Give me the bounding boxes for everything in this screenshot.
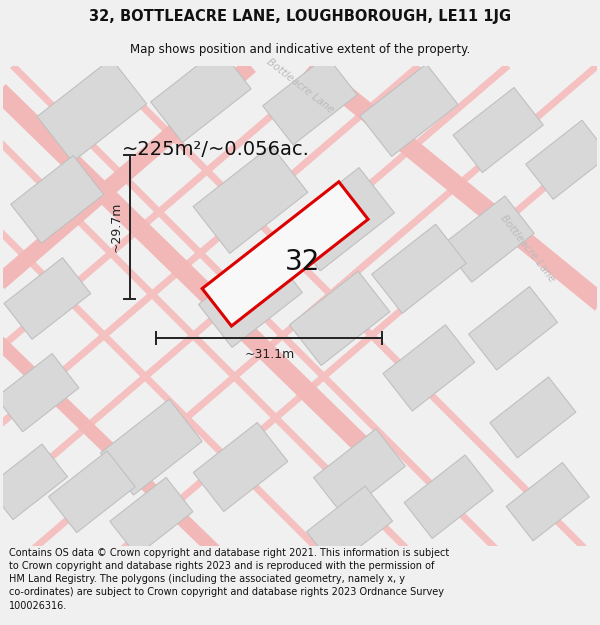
Text: 32: 32 [285, 248, 320, 276]
Polygon shape [37, 59, 146, 162]
Polygon shape [442, 196, 534, 282]
Polygon shape [101, 399, 202, 495]
Polygon shape [506, 462, 589, 541]
Text: Map shows position and indicative extent of the property.: Map shows position and indicative extent… [130, 42, 470, 56]
Polygon shape [199, 249, 302, 348]
Text: Bottleacre Lane: Bottleacre Lane [265, 56, 335, 114]
Polygon shape [151, 48, 251, 142]
Polygon shape [263, 56, 357, 145]
Polygon shape [202, 182, 368, 326]
Polygon shape [360, 64, 458, 156]
Polygon shape [110, 478, 193, 556]
Text: ~225m²/~0.056ac.: ~225m²/~0.056ac. [122, 141, 310, 159]
Polygon shape [307, 486, 392, 567]
Text: Bottleacre Lane: Bottleacre Lane [499, 214, 557, 284]
Polygon shape [453, 88, 543, 172]
Polygon shape [193, 422, 288, 511]
Polygon shape [289, 271, 390, 366]
Polygon shape [371, 224, 466, 313]
Polygon shape [11, 156, 104, 243]
Polygon shape [404, 455, 493, 539]
Polygon shape [469, 286, 557, 370]
Text: ~31.1m: ~31.1m [244, 348, 295, 361]
Polygon shape [526, 120, 600, 199]
Text: ~29.7m: ~29.7m [109, 201, 122, 252]
Polygon shape [285, 168, 394, 271]
Polygon shape [490, 377, 576, 458]
Polygon shape [4, 258, 91, 339]
Text: 32, BOTTLEACRE LANE, LOUGHBOROUGH, LE11 1JG: 32, BOTTLEACRE LANE, LOUGHBOROUGH, LE11 … [89, 9, 511, 24]
Polygon shape [0, 444, 68, 519]
Polygon shape [314, 429, 406, 515]
Text: Contains OS data © Crown copyright and database right 2021. This information is : Contains OS data © Crown copyright and d… [9, 548, 449, 611]
Polygon shape [383, 325, 475, 411]
Polygon shape [193, 146, 308, 253]
Polygon shape [49, 451, 135, 532]
Polygon shape [0, 354, 79, 432]
